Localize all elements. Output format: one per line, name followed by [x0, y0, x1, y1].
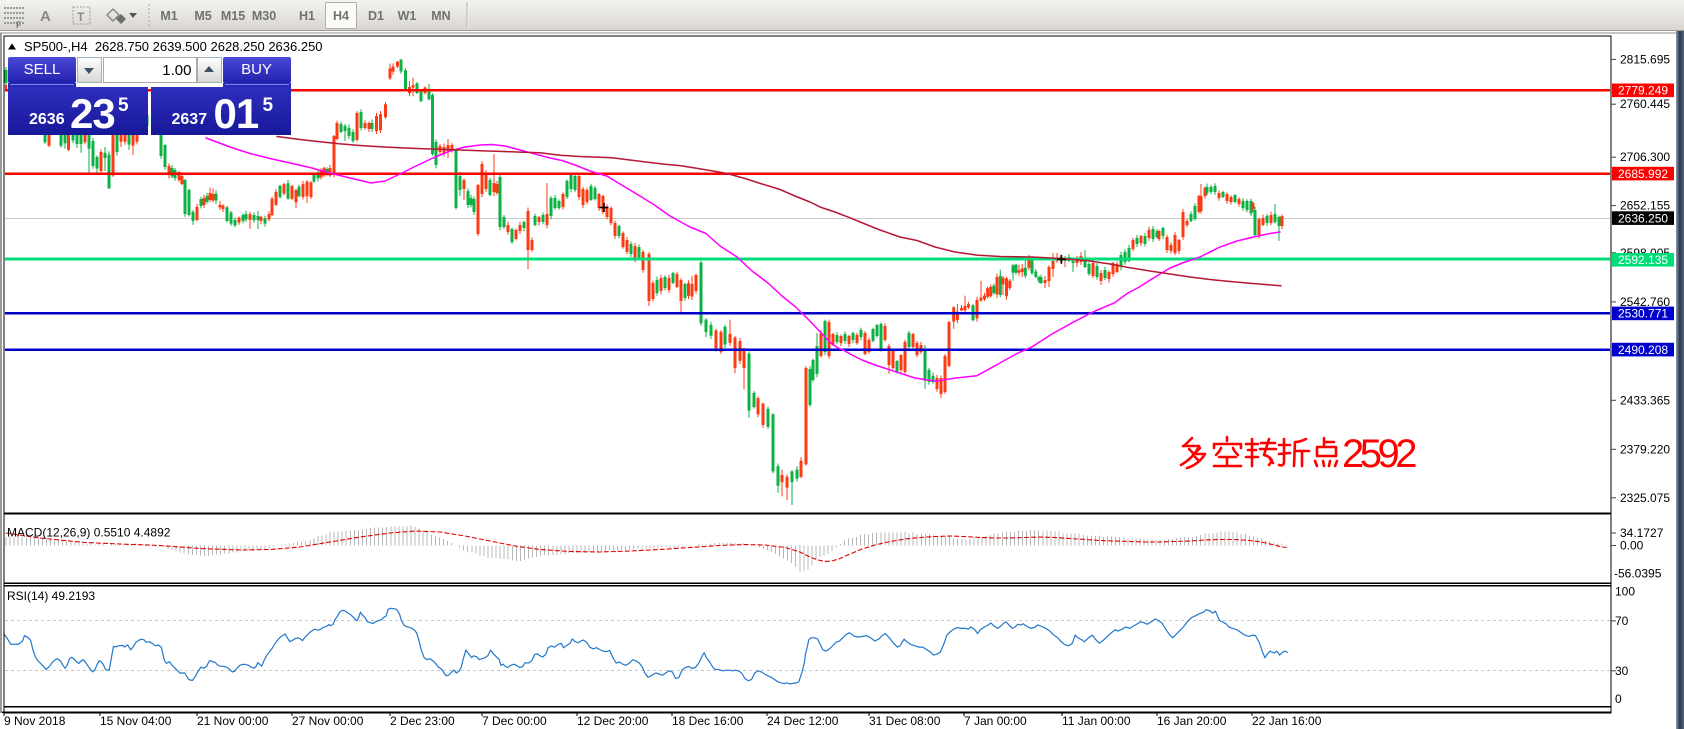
svg-text:30: 30	[1615, 664, 1629, 678]
svg-text:34.1727: 34.1727	[1620, 526, 1664, 540]
svg-text:16 Jan 20:00: 16 Jan 20:00	[1157, 714, 1227, 728]
svg-text:2779.249: 2779.249	[1618, 84, 1668, 98]
svg-text:0: 0	[1615, 692, 1622, 706]
svg-text:-56.0395: -56.0395	[1614, 566, 1662, 580]
svg-text:2815.695: 2815.695	[1620, 52, 1670, 66]
svg-text:2652.155: 2652.155	[1620, 199, 1670, 213]
svg-text:2 Dec 23:00: 2 Dec 23:00	[390, 714, 455, 728]
svg-text:W1: W1	[398, 9, 417, 23]
svg-text:2592: 2592	[1342, 432, 1416, 476]
svg-text:MN: MN	[431, 9, 450, 23]
svg-text:2685.992: 2685.992	[1618, 167, 1668, 181]
svg-text:H1: H1	[299, 9, 315, 23]
svg-text:21 Nov 00:00: 21 Nov 00:00	[197, 714, 269, 728]
svg-text:2490.208: 2490.208	[1618, 343, 1668, 357]
svg-text:24 Dec 12:00: 24 Dec 12:00	[767, 714, 839, 728]
svg-text:11 Jan 00:00: 11 Jan 00:00	[1062, 714, 1131, 728]
svg-text:M30: M30	[252, 9, 276, 23]
svg-text:T: T	[77, 10, 85, 24]
svg-text:H4: H4	[333, 9, 349, 23]
svg-text:F: F	[16, 20, 22, 30]
svg-text:M15: M15	[221, 9, 245, 23]
svg-text:9 Nov 2018: 9 Nov 2018	[4, 714, 66, 728]
svg-text:D1: D1	[368, 9, 384, 23]
svg-text:0.00: 0.00	[1620, 539, 1644, 553]
svg-text:MACD(12,26,9) 0.5510 4.4892: MACD(12,26,9) 0.5510 4.4892	[7, 526, 171, 540]
svg-text:22 Jan 16:00: 22 Jan 16:00	[1252, 714, 1322, 728]
svg-text:100: 100	[1615, 584, 1635, 598]
svg-text:2636.250: 2636.250	[1618, 211, 1668, 225]
svg-text:15 Nov 04:00: 15 Nov 04:00	[100, 714, 172, 728]
svg-text:12 Dec 20:00: 12 Dec 20:00	[577, 714, 649, 728]
svg-text:2706.300: 2706.300	[1620, 150, 1670, 164]
svg-text:2592.135: 2592.135	[1618, 253, 1668, 267]
svg-text:7 Dec 00:00: 7 Dec 00:00	[482, 714, 547, 728]
svg-text:27 Nov 00:00: 27 Nov 00:00	[292, 714, 364, 728]
svg-text:RSI(14) 49.2193: RSI(14) 49.2193	[7, 589, 95, 603]
svg-text:A: A	[40, 8, 51, 25]
svg-text:31 Dec 08:00: 31 Dec 08:00	[869, 714, 941, 728]
svg-text:M5: M5	[194, 9, 211, 23]
svg-text:18 Dec 16:00: 18 Dec 16:00	[672, 714, 744, 728]
svg-text:SP500-,H4 2628.750 2639.500 2: SP500-,H4 2628.750 2639.500 2628.250 263…	[24, 39, 323, 54]
svg-text:70: 70	[1615, 614, 1629, 628]
svg-text:7 Jan 00:00: 7 Jan 00:00	[964, 714, 1027, 728]
svg-text:2760.445: 2760.445	[1620, 97, 1670, 111]
svg-text:2542.760: 2542.760	[1620, 295, 1670, 309]
svg-text:2325.075: 2325.075	[1620, 491, 1670, 505]
svg-text:M1: M1	[160, 9, 177, 23]
svg-text:2530.771: 2530.771	[1618, 307, 1668, 321]
svg-text:2433.365: 2433.365	[1620, 393, 1670, 407]
svg-text:2379.220: 2379.220	[1620, 442, 1670, 456]
